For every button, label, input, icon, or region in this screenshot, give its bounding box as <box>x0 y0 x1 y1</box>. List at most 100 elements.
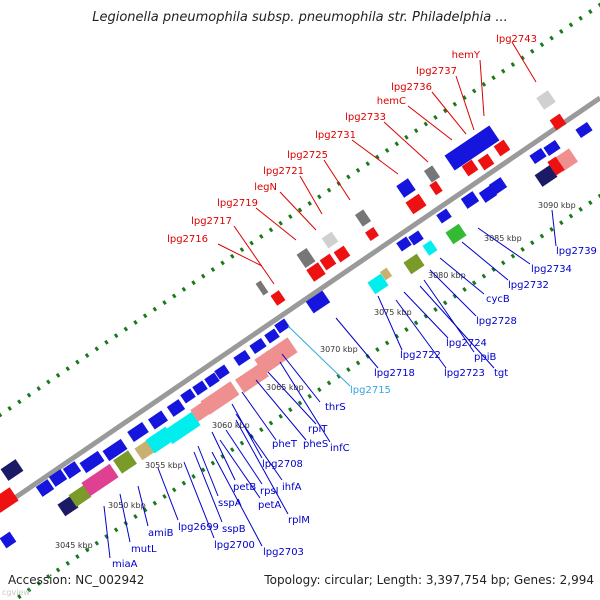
outer-tick-dot <box>26 392 32 398</box>
reverse-gene-label: tgt <box>494 368 508 379</box>
leader-line <box>383 121 429 163</box>
reverse-gene-label: lpg2718 <box>374 368 415 379</box>
forward-gene-label: lpg2725 <box>287 150 328 161</box>
leader-line <box>477 227 531 265</box>
inner-tick-dot <box>133 514 138 519</box>
gene-feature <box>148 410 168 430</box>
kbp-tick-label: 3080 kbp <box>428 271 466 280</box>
inner-tick-dot <box>94 540 100 546</box>
gene-feature <box>233 349 251 367</box>
inner-tick-dot <box>307 393 312 399</box>
outer-tick-dot <box>588 9 593 15</box>
gene-feature <box>0 487 19 513</box>
gene-feature <box>249 337 267 355</box>
kbp-tick-label: 3060 kbp <box>212 421 250 430</box>
leader-line <box>103 505 111 559</box>
forward-gene-label: lpg2737 <box>416 66 457 77</box>
gene-feature <box>163 411 201 445</box>
inner-tick-dot <box>491 267 496 272</box>
leader-line <box>455 75 475 131</box>
outer-tick-dot <box>239 247 245 253</box>
reverse-gene-label: rpsI <box>260 486 279 497</box>
outer-tick-dot <box>152 306 158 312</box>
outer-tick-dot <box>297 207 303 213</box>
reverse-gene-label: lpg2722 <box>400 350 441 361</box>
gene-feature <box>408 230 424 246</box>
accession-text: Accession: NC_002942 <box>8 573 145 587</box>
outer-tick-dot <box>529 48 535 54</box>
gene-feature <box>0 459 24 481</box>
gene-feature <box>192 380 208 396</box>
gene-feature <box>536 90 556 110</box>
gene-feature <box>547 156 565 176</box>
gene-feature <box>180 388 196 404</box>
forward-gene-label: lpg2716 <box>167 234 208 245</box>
leader-line <box>279 361 331 443</box>
inner-tick-dot <box>113 527 119 533</box>
reverse-gene-label: lpg2703 <box>263 547 304 558</box>
outer-tick-dot <box>259 234 264 239</box>
leader-line <box>281 353 321 403</box>
outer-tick-dot <box>36 386 41 391</box>
inner-tick-dot <box>413 320 419 326</box>
reverse-gene-label: rplT <box>308 424 328 435</box>
gene-feature <box>367 273 389 295</box>
inner-tick-dot <box>423 313 429 319</box>
leader-line <box>351 139 399 175</box>
outer-tick-dot <box>317 194 322 200</box>
outer-tick-dot <box>510 62 516 67</box>
leader-line <box>551 209 557 247</box>
kbp-tick-label: 3045 kbp <box>55 541 93 550</box>
outer-tick-dot <box>123 326 129 332</box>
leader-line <box>255 379 307 441</box>
inner-tick-dot <box>336 373 341 379</box>
gene-feature <box>81 463 119 497</box>
reverse-gene-label: infC <box>330 443 350 454</box>
gene-feature <box>200 381 240 415</box>
reverse-gene-label: lpg2708 <box>262 459 303 470</box>
inner-tick-dot <box>268 420 274 426</box>
leader-line <box>211 431 236 481</box>
gene-feature <box>127 421 149 443</box>
gene-feature <box>429 180 443 196</box>
topology-text: Topology: circular; Length: 3,397,754 bp… <box>264 573 594 587</box>
forward-gene-label: lpg2721 <box>263 166 304 177</box>
gene-feature <box>403 253 425 275</box>
inner-tick-dot <box>559 220 564 226</box>
inner-tick-dot <box>288 407 293 413</box>
forward-gene-label: hemY <box>452 50 481 61</box>
inner-tick-dot <box>317 387 322 393</box>
reverse-gene-label: miaA <box>112 559 138 570</box>
leader-line <box>211 451 263 547</box>
outer-tick-dot <box>46 379 51 385</box>
outer-tick-dot <box>568 22 574 28</box>
outer-tick-dot <box>355 167 361 173</box>
reverse-gene-label: petA <box>258 500 281 511</box>
leader-line <box>225 429 263 485</box>
gene-features <box>0 90 593 549</box>
inner-tick-dot <box>568 213 574 219</box>
reverse-gene-label: pheT <box>272 439 298 450</box>
gene-feature <box>68 485 92 507</box>
leader-line <box>183 461 215 539</box>
inner-tick-dot <box>229 447 235 453</box>
reverse-gene-label: sspB <box>222 524 246 535</box>
inner-tick-dot <box>65 560 71 566</box>
gene-feature <box>79 450 105 474</box>
gene-feature <box>274 318 290 334</box>
gene-feature <box>102 438 128 462</box>
outer-tick-dot <box>307 200 312 206</box>
outer-tick-dot <box>210 267 216 272</box>
inner-tick-dot <box>442 300 448 306</box>
forward-gene-label: lpg2719 <box>217 198 258 209</box>
gene-feature <box>396 178 416 198</box>
watermark-text: cgview <box>2 588 30 597</box>
inner-tick-dot <box>481 273 487 279</box>
reverse-gene-label: pheS <box>303 439 328 450</box>
kbp-tick-label: 3065 kbp <box>266 383 304 392</box>
reverse-gene-label: amiB <box>148 528 174 539</box>
inner-tick-dot <box>220 453 225 459</box>
gene-feature <box>405 193 427 215</box>
